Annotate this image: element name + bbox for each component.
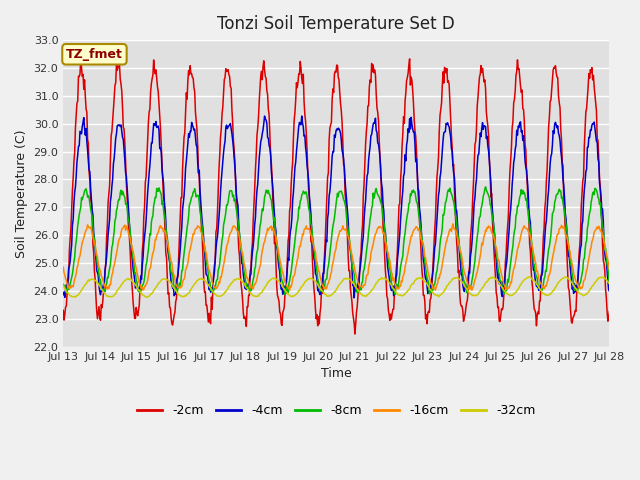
-2cm bbox=[60, 308, 67, 313]
X-axis label: Time: Time bbox=[321, 367, 352, 380]
-16cm bbox=[449, 221, 457, 227]
-2cm bbox=[211, 263, 218, 268]
Text: TZ_fmet: TZ_fmet bbox=[66, 48, 123, 61]
-2cm bbox=[126, 247, 134, 253]
Line: -8cm: -8cm bbox=[63, 187, 609, 295]
-4cm bbox=[420, 261, 428, 267]
-4cm bbox=[69, 216, 77, 222]
-16cm bbox=[125, 232, 133, 238]
-16cm bbox=[431, 287, 439, 293]
-2cm bbox=[605, 309, 613, 314]
Line: -2cm: -2cm bbox=[63, 59, 609, 334]
Legend: -2cm, -4cm, -8cm, -16cm, -32cm: -2cm, -4cm, -8cm, -16cm, -32cm bbox=[132, 399, 541, 422]
-32cm bbox=[143, 294, 150, 300]
-4cm bbox=[210, 275, 218, 280]
-8cm bbox=[60, 282, 67, 288]
-16cm bbox=[181, 274, 189, 280]
-32cm bbox=[605, 281, 613, 287]
-2cm bbox=[351, 331, 359, 337]
-2cm bbox=[182, 109, 189, 115]
-2cm bbox=[404, 71, 412, 76]
-4cm bbox=[298, 113, 306, 119]
Line: -4cm: -4cm bbox=[63, 116, 609, 298]
Line: -32cm: -32cm bbox=[63, 277, 609, 297]
Title: Tonzi Soil Temperature Set D: Tonzi Soil Temperature Set D bbox=[218, 15, 455, 33]
-4cm bbox=[404, 126, 412, 132]
-4cm bbox=[350, 295, 358, 300]
-32cm bbox=[211, 291, 218, 297]
-16cm bbox=[605, 266, 613, 272]
-32cm bbox=[60, 283, 67, 288]
Line: -16cm: -16cm bbox=[63, 224, 609, 290]
-32cm bbox=[526, 274, 534, 280]
-2cm bbox=[77, 56, 84, 62]
-16cm bbox=[419, 239, 426, 244]
-8cm bbox=[69, 266, 77, 272]
-8cm bbox=[419, 241, 427, 247]
-4cm bbox=[60, 292, 67, 298]
-32cm bbox=[69, 294, 77, 300]
-4cm bbox=[605, 288, 613, 294]
-8cm bbox=[482, 184, 490, 190]
-32cm bbox=[403, 288, 411, 294]
-16cm bbox=[403, 257, 410, 263]
-16cm bbox=[210, 285, 218, 291]
-4cm bbox=[125, 220, 133, 226]
-8cm bbox=[125, 221, 133, 227]
-32cm bbox=[125, 276, 133, 282]
-32cm bbox=[419, 277, 427, 283]
-2cm bbox=[69, 175, 77, 181]
-2cm bbox=[420, 292, 428, 298]
-16cm bbox=[60, 264, 67, 270]
-8cm bbox=[181, 245, 189, 251]
-8cm bbox=[281, 292, 289, 298]
-8cm bbox=[210, 288, 218, 293]
-8cm bbox=[403, 212, 411, 217]
-16cm bbox=[69, 284, 77, 290]
-32cm bbox=[182, 292, 189, 298]
-8cm bbox=[605, 278, 613, 284]
Y-axis label: Soil Temperature (C): Soil Temperature (C) bbox=[15, 129, 28, 258]
-4cm bbox=[181, 181, 189, 187]
